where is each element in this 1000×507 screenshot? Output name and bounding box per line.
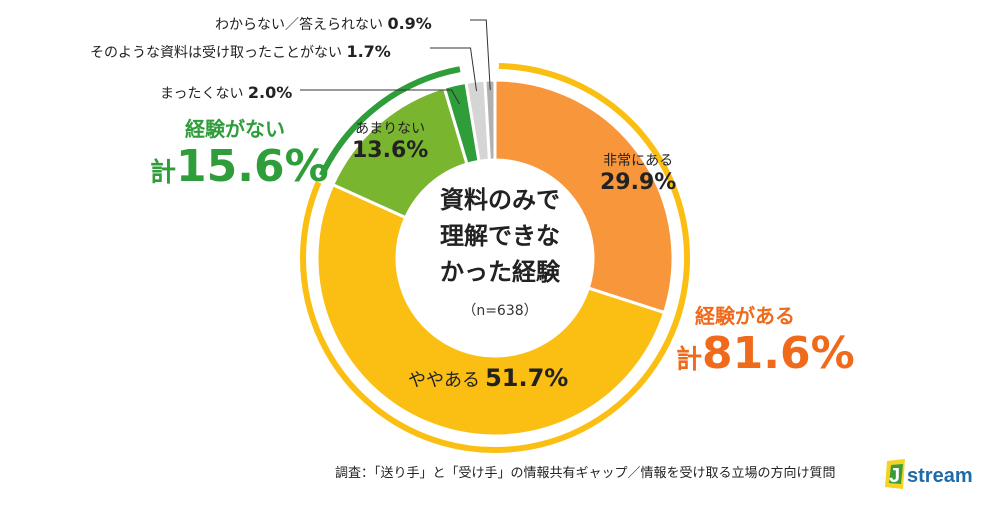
slice-value: 29.9% <box>600 170 677 195</box>
group-total-yes: 計81.6% <box>676 328 855 379</box>
slice-5 <box>483 78 497 162</box>
group-label-yes: 経験がある <box>695 304 795 328</box>
group-arc-no <box>318 66 461 177</box>
slice-1 <box>315 182 667 438</box>
group-total: 15.6% <box>176 141 329 192</box>
slice-label-mattaku: まったくない 2.0% <box>160 83 292 103</box>
leader-never-received <box>430 47 478 92</box>
slice-label-yaya: ややある 51.7% <box>408 364 568 392</box>
slice-value: 51.7% <box>485 364 569 392</box>
group-arcs <box>300 63 690 453</box>
slice-label-unknown: わからない／答えられない 0.9% <box>215 14 432 34</box>
slice-value: 0.9% <box>387 14 432 33</box>
slice-value: 2.0% <box>247 83 293 102</box>
slice-label-hijou: 非常にある 29.9% <box>600 150 676 195</box>
leader-mattaku <box>300 89 460 105</box>
group-arc-yes <box>300 63 690 453</box>
group-total-no: 計15.6% <box>150 141 329 192</box>
slice-label-amari: あまりない 13.6% <box>352 118 428 163</box>
slice-name: 非常にある <box>603 153 674 169</box>
slice-value: 13.6% <box>352 138 429 163</box>
center-title-line-3: かった経験 <box>440 258 560 286</box>
slice-name: まったくない <box>160 86 244 102</box>
source-note: 調査：「送り手」と「受け手」の情報共有ギャップ／情報を受け取る立場の方向け質問 <box>335 466 836 481</box>
jstream-logo: J stream <box>883 455 988 493</box>
svg-text:stream: stream <box>907 465 973 487</box>
center-title-line-2: 理解できな <box>440 222 560 250</box>
center-title: 資料のみで 理解できな かった経験 <box>420 182 580 290</box>
slice-value: 1.7% <box>346 42 391 61</box>
slice-0 <box>493 78 675 315</box>
leader-lines <box>300 19 491 105</box>
group-total: 81.6% <box>702 328 855 379</box>
sample-size: （n=638） <box>462 303 538 319</box>
logo-icon: J stream <box>885 459 973 489</box>
center-title-line-1: 資料のみで <box>440 186 560 214</box>
slice-label-never-received: そのような資料は受け取ったことがない 1.7% <box>90 42 391 62</box>
group-prefix: 計 <box>676 345 703 375</box>
slice-name: わからない／答えられない <box>215 17 383 33</box>
slice-name: あまりない <box>355 121 426 137</box>
slice-name: ややある <box>408 370 480 391</box>
slices-group <box>315 78 675 438</box>
leader-unknown <box>470 19 491 91</box>
group-prefix: 計 <box>150 158 177 188</box>
slice-name: そのような資料は受け取ったことがない <box>90 45 342 61</box>
group-label-no: 経験がない <box>185 117 285 141</box>
svg-text:J: J <box>889 465 900 487</box>
